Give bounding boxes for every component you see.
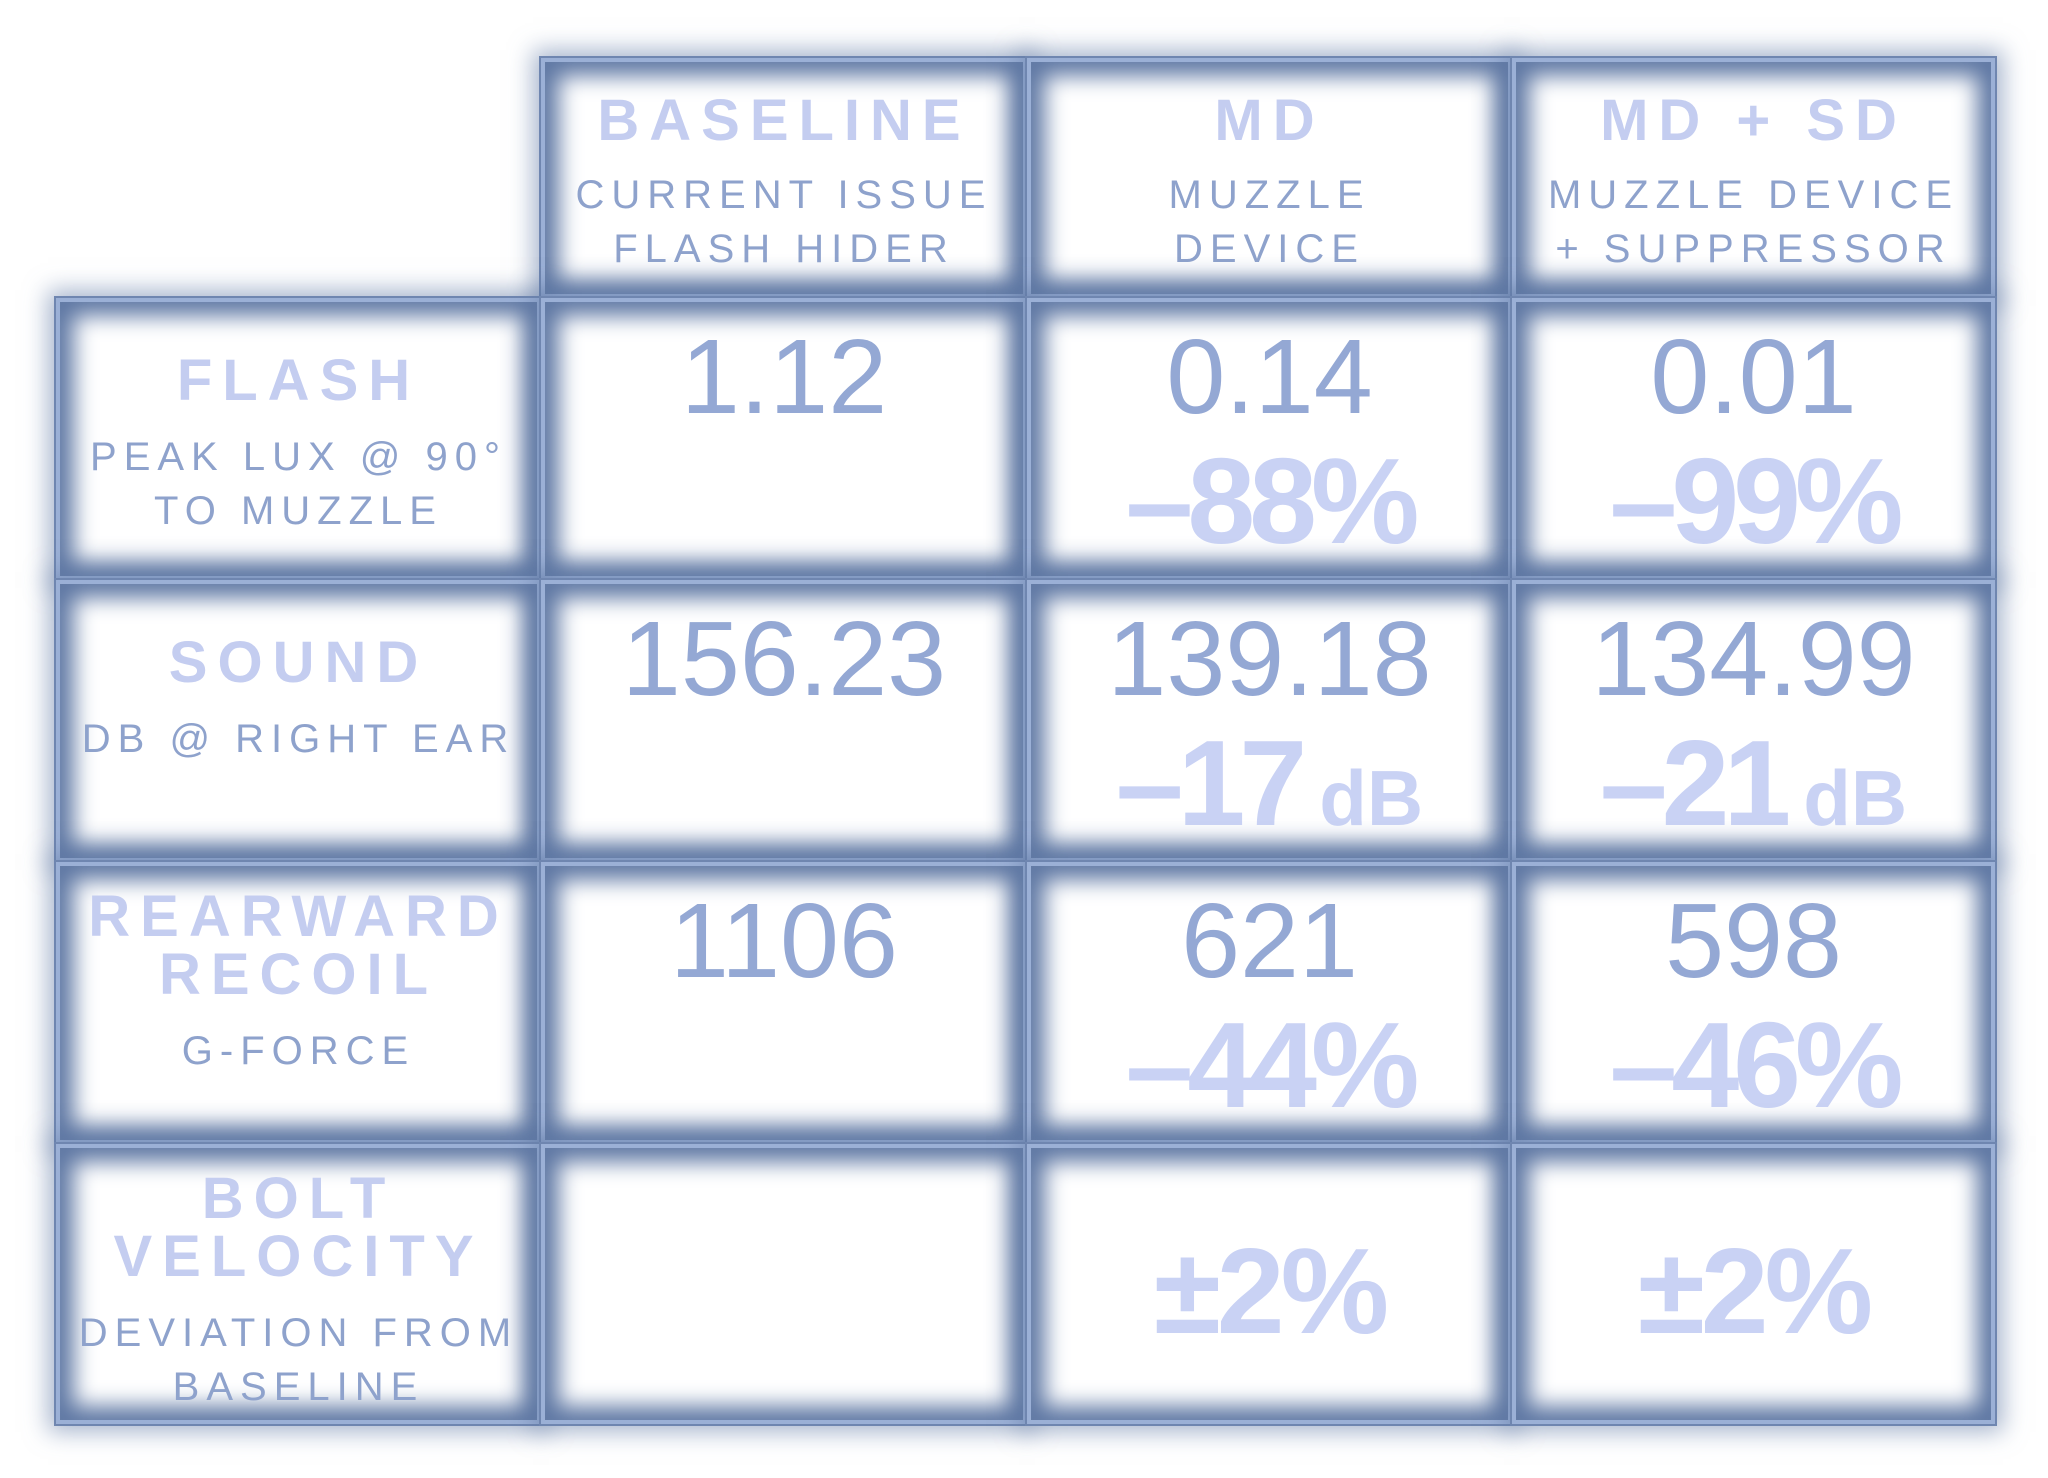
column-subtitle: MUZZLE DEVICE + SUPPRESSOR [1547, 173, 1960, 271]
metric-value: 1.12 [680, 318, 888, 436]
row-header-4: BOLT VELOCITY DEVIATION FROM BASELINE [56, 1144, 541, 1424]
metric-delta: –17 dB [1031, 722, 1508, 859]
delta-number: –17 [1115, 715, 1308, 851]
row-title: BOLT VELOCITY [113, 1166, 484, 1289]
row-title: REARWARD RECOIL [88, 884, 509, 1007]
delta-number: –99% [1609, 433, 1903, 569]
metric-delta: –44% [1031, 1004, 1508, 1126]
row-header-1: FLASH PEAK LUX @ 90° TO MUZZLE [56, 298, 541, 580]
data-cell-r3-c3: 598 –46% [1512, 862, 1995, 1144]
data-cell-r3-c2: 621 –44% [1027, 862, 1512, 1144]
column-title: MD + SD [1600, 88, 1907, 153]
metric-delta: –46% [1516, 1004, 1991, 1126]
metric-value: 134.99 [1591, 600, 1916, 718]
row-header-2: SOUND DB @ RIGHT EAR [56, 580, 541, 862]
row-subtitle: PEAK LUX @ 90° TO MUZZLE [90, 435, 507, 533]
delta-unit: dB [1319, 754, 1424, 842]
row-subtitle: DEVIATION FROM BASELINE [78, 1311, 519, 1409]
data-cell-r4-c1 [541, 1144, 1027, 1424]
column-header-3: MD + SD MUZZLE DEVICE + SUPPRESSOR [1512, 58, 1995, 298]
metric-value: 598 [1665, 882, 1842, 1000]
delta-number: –44% [1125, 997, 1419, 1133]
delta-unit: dB [1803, 754, 1908, 842]
data-cell-r1-c3: 0.01 –99% [1512, 298, 1995, 580]
data-cell-r1-c1: 1.12 [541, 298, 1027, 580]
metric-delta: –88% [1031, 440, 1508, 562]
data-cell-r2-c1: 156.23 [541, 580, 1027, 862]
row-title: SOUND [168, 630, 429, 695]
data-cell-r4-c2: ±2% [1027, 1144, 1512, 1424]
data-cell-r4-c3: ±2% [1512, 1144, 1995, 1424]
data-cell-r2-c3: 134.99 –21 dB [1512, 580, 1995, 862]
metric-value: 156.23 [621, 600, 947, 718]
column-header-1: BASELINE CURRENT ISSUE FLASH HIDER [541, 58, 1027, 298]
row-header-3: REARWARD RECOIL G-FORCE [56, 862, 541, 1144]
row-title: FLASH [176, 348, 421, 413]
metric-value: 621 [1181, 882, 1358, 1000]
metric-value: 0.14 [1166, 318, 1373, 436]
column-title: MD [1214, 88, 1325, 153]
metric-value: 0.01 [1650, 318, 1857, 436]
row-subtitle: G-FORCE [181, 1029, 416, 1073]
metric-delta: –99% [1516, 440, 1991, 562]
delta-number: –21 [1599, 715, 1792, 851]
data-cell-r2-c2: 139.18 –17 dB [1027, 580, 1512, 862]
metric-delta: ±2% [1637, 1223, 1873, 1359]
row-subtitle: DB @ RIGHT EAR [81, 717, 516, 761]
metric-delta: ±2% [1153, 1223, 1389, 1359]
metric-value: 139.18 [1107, 600, 1432, 718]
metric-value: 1106 [670, 882, 898, 1000]
data-cell-r3-c1: 1106 [541, 862, 1027, 1144]
column-subtitle: CURRENT ISSUE FLASH HIDER [575, 173, 993, 271]
delta-number: –46% [1609, 997, 1903, 1133]
metric-delta: –21 dB [1516, 722, 1991, 859]
data-cell-r1-c2: 0.14 –88% [1027, 298, 1512, 580]
column-subtitle: MUZZLE DEVICE [1168, 173, 1371, 271]
delta-number: –88% [1125, 433, 1419, 569]
column-header-2: MD MUZZLE DEVICE [1027, 58, 1512, 298]
column-title: BASELINE [597, 88, 971, 153]
